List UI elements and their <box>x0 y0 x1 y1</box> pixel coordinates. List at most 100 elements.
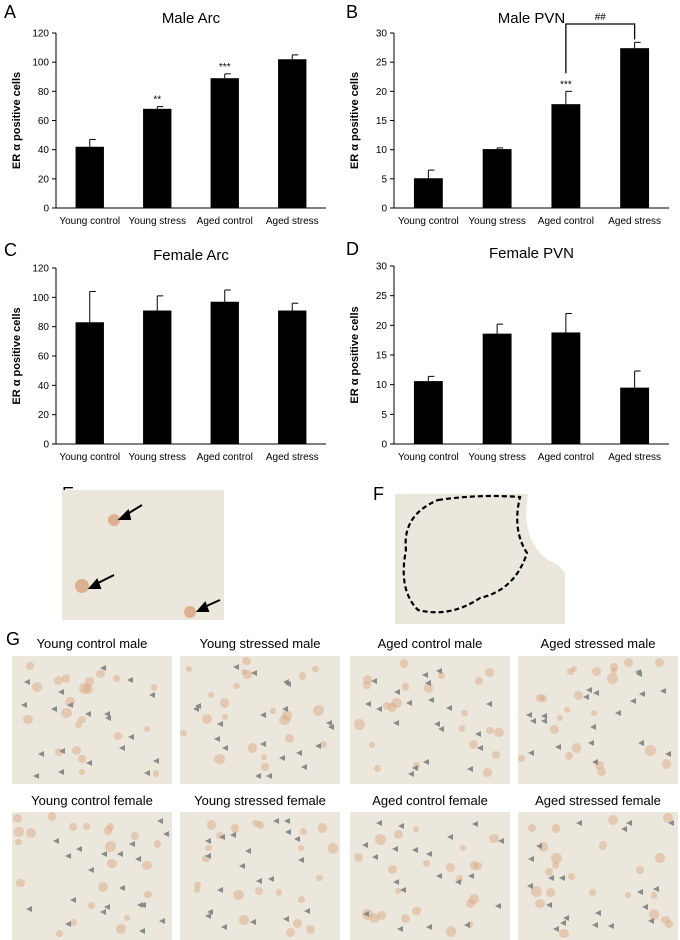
arrowhead-marker <box>297 857 304 864</box>
arrowhead-marker <box>589 723 596 730</box>
arrowhead-marker <box>630 697 637 704</box>
stained-cell <box>570 665 578 673</box>
stained-cell <box>316 874 324 882</box>
arrowhead-marker <box>548 875 555 882</box>
stained-cell <box>107 858 117 869</box>
y-tick-label: 120 <box>32 29 49 40</box>
arrowhead-marker <box>26 906 33 913</box>
arrowhead-marker <box>139 928 146 935</box>
stained-cell <box>103 826 113 835</box>
arrowhead-marker <box>273 818 280 825</box>
arrowhead-marker <box>66 702 73 709</box>
arrowhead-marker <box>251 670 258 677</box>
y-tick-label: 30 <box>376 262 388 273</box>
stained-cell <box>298 672 307 680</box>
arrowhead-marker <box>648 917 655 924</box>
micrograph-image <box>180 656 340 784</box>
arrowhead-marker <box>421 671 428 678</box>
x-tick-label: Aged control <box>197 452 253 463</box>
arrowhead-marker <box>485 700 492 707</box>
arrowhead-marker <box>445 705 452 712</box>
stained-cell <box>243 670 252 679</box>
arrowhead-marker <box>636 889 643 896</box>
y-tick-label: 80 <box>38 322 50 333</box>
stained-cell <box>194 881 201 889</box>
stained-cell <box>221 713 229 720</box>
y-tick-label: 5 <box>381 410 387 421</box>
stained-cell <box>485 668 494 678</box>
stained-cell <box>112 674 120 682</box>
arrowhead-marker <box>468 873 475 880</box>
arrowhead-marker <box>546 902 553 909</box>
x-tick-label: Aged stress <box>608 452 661 463</box>
arrowhead-marker <box>129 841 136 848</box>
stained-cell <box>461 709 468 717</box>
arrowhead-marker <box>149 691 156 698</box>
stained-cell <box>142 860 152 871</box>
arrowhead-marker <box>282 915 289 922</box>
stained-cell <box>299 827 308 835</box>
stained-cell <box>327 843 339 855</box>
stained-cell <box>78 683 90 695</box>
stained-cell <box>281 710 293 721</box>
chart-title: Female Arc <box>153 247 229 264</box>
stained-cell <box>144 890 152 899</box>
stained-cell <box>270 707 277 714</box>
arrow-icon <box>195 599 221 612</box>
y-tick-label: 100 <box>32 293 49 304</box>
y-tick-label: 120 <box>32 264 49 275</box>
stained-cell <box>317 823 328 833</box>
x-tick-label: Aged stress <box>266 452 319 463</box>
arrowhead-marker <box>652 886 659 893</box>
stained-cell <box>540 694 547 702</box>
arrowhead-marker <box>75 845 82 852</box>
arrowhead-marker <box>230 831 237 838</box>
arrowhead-marker <box>463 922 470 929</box>
arrowhead-marker <box>52 837 59 844</box>
arrowhead-marker <box>304 907 311 914</box>
stained-cell <box>353 852 364 863</box>
y-axis-label: ER α positive cells <box>349 306 361 403</box>
stained-cell <box>54 676 64 686</box>
stained-cell <box>394 887 402 895</box>
arrowhead-marker <box>412 765 419 772</box>
arrowhead-marker <box>85 759 92 766</box>
arrowhead-marker <box>84 711 91 718</box>
arrowhead-marker <box>239 863 246 870</box>
x-tick-label: Aged stress <box>608 216 661 227</box>
arrowhead-marker <box>267 875 274 882</box>
arrowhead-marker <box>220 923 227 930</box>
panel-letter: D <box>346 239 359 259</box>
micrograph-image <box>180 812 340 940</box>
arrowhead-marker <box>563 914 570 921</box>
bar <box>620 48 650 208</box>
stained-cell <box>465 898 476 909</box>
arrowhead-marker <box>407 771 414 778</box>
arrowhead-marker <box>594 909 601 916</box>
stained-cell <box>306 924 316 934</box>
chart-panel-d: D Female PVN ER α positive cells 0 5 10 15 20 25… <box>346 239 669 463</box>
stained-cell <box>635 866 644 875</box>
arrowhead-marker <box>371 853 378 860</box>
arrowhead-marker <box>204 838 211 845</box>
arrow-icon <box>117 504 143 520</box>
significance-marker: ** <box>153 95 161 106</box>
arrowhead-marker <box>638 690 645 697</box>
x-tick-label: Young stress <box>129 452 186 463</box>
y-tick-label: 30 <box>376 29 388 40</box>
x-tick-label: Young stress <box>468 216 525 227</box>
stained-cell <box>123 914 131 921</box>
y-axis-label: ER α positive cells <box>11 72 23 169</box>
y-tick-label: 15 <box>376 351 388 362</box>
arrowhead-marker <box>38 750 44 757</box>
stained-cell <box>154 840 162 848</box>
stained-cell <box>383 702 392 711</box>
arrowhead-marker <box>391 845 398 852</box>
arrowhead-marker <box>424 679 431 686</box>
arrowhead-marker <box>659 687 666 694</box>
micrograph-label: Young control male <box>36 636 148 651</box>
arrowhead-marker <box>284 818 291 825</box>
arrowhead-marker <box>328 724 335 731</box>
y-axis-label: ER α positive cells <box>349 72 361 169</box>
arrowhead-marker <box>587 740 594 747</box>
